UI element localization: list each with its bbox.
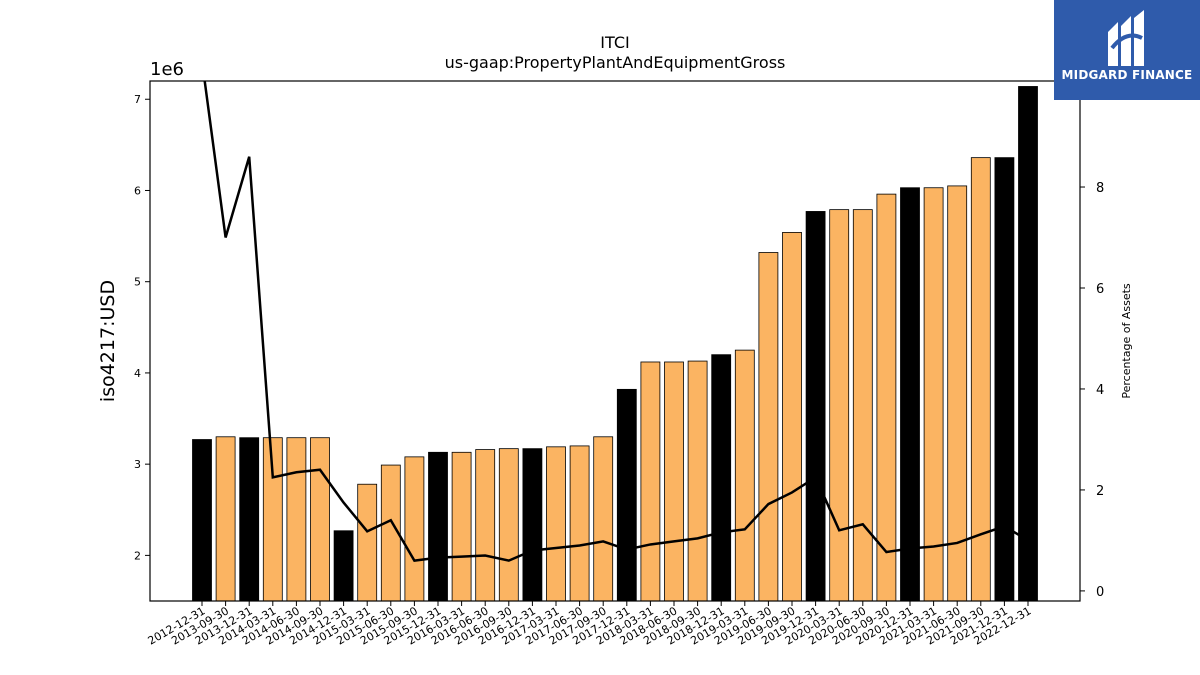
y2-axis-label: Percentage of Assets <box>1120 283 1133 399</box>
y-tick-label: 6 <box>134 184 141 197</box>
y-tick-label: 5 <box>134 276 141 289</box>
bar-2014-09-30 <box>310 437 330 602</box>
percentage-of-assets-line <box>203 81 1029 562</box>
y2-tick-label: 0 <box>1096 585 1104 600</box>
y-tick-label: 4 <box>134 367 141 380</box>
bar-2021-12-31 <box>994 157 1015 602</box>
chart-subtitle: us-gaap:PropertyPlantAndEquipmentGross <box>445 53 786 72</box>
bar-2015-09-30 <box>404 456 425 602</box>
bar-2015-12-31 <box>428 451 448 602</box>
bar-2016-06-30 <box>475 449 496 602</box>
bar-2020-06-30 <box>852 209 873 602</box>
bar-2016-03-31 <box>451 451 472 602</box>
bar-2021-06-30 <box>947 185 968 602</box>
bar-2013-09-30 <box>215 436 236 602</box>
y2-tick-label: 2 <box>1096 484 1104 499</box>
y-tick-label: 7 <box>134 93 141 106</box>
bar-2014-12-31 <box>333 530 354 602</box>
y2-tick-label: 6 <box>1096 282 1104 297</box>
bar-2016-12-31 <box>522 448 543 602</box>
bar-2017-03-31 <box>546 446 566 602</box>
bar-2014-06-30 <box>286 437 307 602</box>
bar-2013-12-31 <box>239 437 260 602</box>
bar-2017-06-30 <box>569 445 590 602</box>
y-offset-label: 1e6 <box>150 59 184 80</box>
y2-tick-label: 8 <box>1096 181 1104 196</box>
bar-2018-12-31 <box>711 354 732 602</box>
bar-2018-06-30 <box>664 361 684 602</box>
bar-2012-12-31 <box>192 439 212 602</box>
bar-2017-12-31 <box>616 388 637 602</box>
bar-2019-06-30 <box>758 252 779 602</box>
bar-2016-09-30 <box>498 448 519 602</box>
brand-name: MIDGARD FINANCE <box>1061 68 1193 82</box>
bar-2019-09-30 <box>782 232 802 602</box>
bar-2017-09-30 <box>593 436 614 602</box>
chart-title: ITCI <box>600 33 629 52</box>
bar-2015-03-31 <box>357 483 378 602</box>
bar-2018-03-31 <box>640 361 661 602</box>
y-tick-label: 2 <box>134 549 141 562</box>
bar-2020-12-31 <box>900 187 920 602</box>
y-axis-label: iso4217:USD <box>97 280 119 402</box>
bar-2020-03-31 <box>829 209 850 602</box>
bar-2020-09-30 <box>876 193 897 602</box>
midgard-logo-icon <box>1108 10 1144 66</box>
plot-frame <box>149 80 1081 602</box>
bar-2021-03-31 <box>923 187 944 602</box>
bar-2019-12-31 <box>805 211 826 602</box>
bar-2019-03-31 <box>734 349 755 602</box>
brand-logo: MIDGARD FINANCE <box>1054 0 1200 100</box>
y-tick-label: 3 <box>134 458 141 471</box>
bar-2018-09-30 <box>687 360 708 602</box>
bar-2022-12-31 <box>1018 86 1038 602</box>
y2-tick-label: 4 <box>1096 383 1104 398</box>
